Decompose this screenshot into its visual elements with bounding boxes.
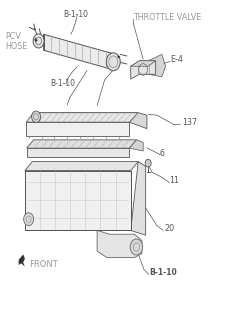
Polygon shape xyxy=(25,162,138,171)
Polygon shape xyxy=(97,230,142,258)
Text: 6: 6 xyxy=(159,149,164,158)
Circle shape xyxy=(32,111,41,123)
Polygon shape xyxy=(34,37,38,43)
Polygon shape xyxy=(27,148,129,157)
Polygon shape xyxy=(26,113,138,122)
Text: B-1-10: B-1-10 xyxy=(149,268,177,277)
Text: 137: 137 xyxy=(182,118,197,127)
Polygon shape xyxy=(44,34,113,70)
Polygon shape xyxy=(26,122,129,136)
Text: B-1-10: B-1-10 xyxy=(50,79,75,88)
Polygon shape xyxy=(131,162,146,235)
Polygon shape xyxy=(129,113,147,129)
Text: 11: 11 xyxy=(169,176,179,185)
Text: 20: 20 xyxy=(164,224,175,233)
Text: E-4: E-4 xyxy=(171,55,184,64)
Text: THROTTLE VALVE: THROTTLE VALVE xyxy=(133,13,201,22)
Circle shape xyxy=(145,159,151,167)
Polygon shape xyxy=(118,55,121,58)
Text: PCV
HOSE: PCV HOSE xyxy=(5,32,27,51)
Polygon shape xyxy=(27,140,136,148)
Circle shape xyxy=(24,213,34,226)
Text: B-1-10: B-1-10 xyxy=(63,10,88,19)
Circle shape xyxy=(106,53,120,71)
Polygon shape xyxy=(131,61,156,79)
Circle shape xyxy=(130,239,143,255)
Polygon shape xyxy=(19,254,25,267)
Polygon shape xyxy=(131,61,156,66)
Polygon shape xyxy=(25,171,131,230)
Polygon shape xyxy=(129,140,143,151)
Circle shape xyxy=(33,34,44,48)
Text: FRONT: FRONT xyxy=(29,260,58,269)
Polygon shape xyxy=(148,54,166,77)
